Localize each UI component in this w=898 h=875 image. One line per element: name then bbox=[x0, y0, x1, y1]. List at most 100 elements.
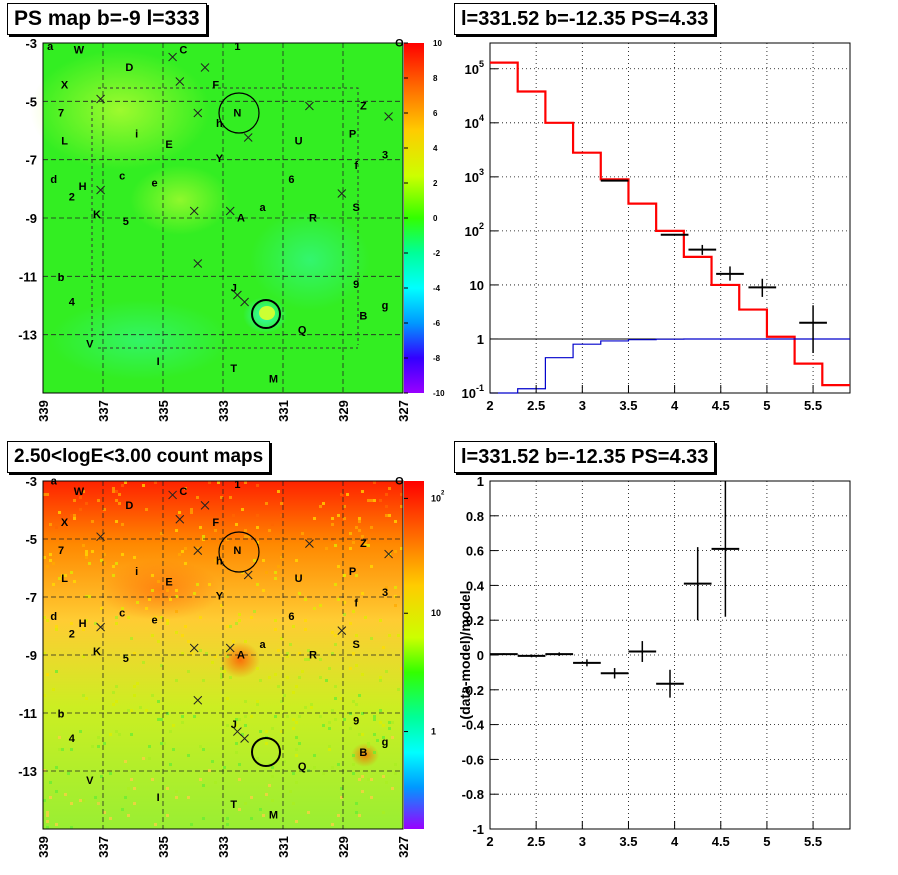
x-tick-label: 4 bbox=[671, 834, 679, 849]
map-pixel bbox=[133, 685, 136, 688]
map-pixel bbox=[208, 583, 211, 586]
map-pixel bbox=[211, 661, 214, 664]
map-pixel bbox=[373, 718, 376, 721]
map-pixel bbox=[340, 697, 343, 700]
map-pixel bbox=[244, 535, 247, 538]
source-label: b bbox=[58, 272, 65, 284]
map-pixel bbox=[208, 769, 211, 772]
source-cross bbox=[168, 52, 177, 62]
ps-histogram-line bbox=[490, 338, 850, 394]
source-label: e bbox=[152, 615, 158, 627]
map-pixel bbox=[154, 823, 157, 826]
map-pixel bbox=[61, 748, 64, 751]
map-pixel bbox=[82, 655, 85, 658]
map-pixel bbox=[121, 607, 124, 610]
map-pixel bbox=[124, 655, 127, 658]
map-pixel bbox=[382, 775, 385, 778]
map-pixel bbox=[307, 649, 310, 652]
source-label: Z bbox=[360, 538, 367, 550]
map-pixel bbox=[259, 679, 262, 682]
map-pixel bbox=[298, 652, 301, 655]
map-pixel bbox=[373, 499, 376, 502]
map-pixel bbox=[259, 730, 262, 733]
source-label: b bbox=[58, 709, 65, 721]
count-map-axes: 339 337 335 333 331 329 327-3-5-7-9-11-13 bbox=[18, 474, 411, 858]
map-pixel bbox=[103, 553, 106, 556]
map-pixel bbox=[274, 577, 277, 580]
map-pixel bbox=[295, 820, 298, 823]
map-pixel bbox=[325, 679, 328, 682]
ps-map-panel: W C 1 X D F N 7 i h Z L E U P Y 3 f d Hc e 6 2 K 5 a A R Sb J 9 4 Bg Q V I T… bbox=[18, 36, 445, 422]
map-pixel bbox=[235, 751, 238, 754]
map-pixel bbox=[337, 814, 340, 817]
map-pixel bbox=[229, 496, 232, 499]
source-label: d bbox=[50, 611, 57, 623]
map-pixel bbox=[349, 712, 352, 715]
map-pixel bbox=[238, 763, 241, 766]
map-pixel bbox=[82, 799, 85, 802]
y-tick-label: 1 bbox=[477, 332, 484, 347]
map-pixel bbox=[295, 781, 298, 784]
source-label: g bbox=[382, 300, 389, 312]
map-pixel bbox=[334, 697, 337, 700]
map-pixel bbox=[235, 523, 238, 526]
map-pixel bbox=[166, 619, 169, 622]
map-pixel bbox=[232, 514, 235, 517]
map-pixel bbox=[310, 703, 313, 706]
map-pixel bbox=[115, 520, 118, 523]
map-pixel bbox=[394, 595, 397, 598]
x-tick-label: 2.5 bbox=[527, 834, 545, 849]
map-pixel bbox=[202, 817, 205, 820]
map-pixel bbox=[199, 616, 202, 619]
map-pixel bbox=[331, 517, 334, 520]
y-tick-label: 102 bbox=[465, 221, 484, 239]
map-y-tick-label: -5 bbox=[25, 94, 37, 109]
map-pixel bbox=[145, 607, 148, 610]
map-pixel bbox=[115, 562, 118, 565]
map-pixel bbox=[379, 679, 382, 682]
map-pixel bbox=[352, 754, 355, 757]
source-label: F bbox=[212, 80, 219, 92]
map-pixel bbox=[373, 733, 376, 736]
map-pixel bbox=[394, 604, 397, 607]
map-pixel bbox=[280, 700, 283, 703]
map-pixel bbox=[304, 706, 307, 709]
source-cross bbox=[233, 727, 242, 736]
map-pixel bbox=[118, 502, 121, 505]
y-tick-label: -0.6 bbox=[462, 752, 484, 767]
map-pixel bbox=[247, 535, 250, 538]
map-pixel bbox=[166, 589, 169, 592]
source-cross bbox=[243, 570, 253, 580]
map-pixel bbox=[331, 538, 334, 541]
map-x-tick-label: 329 bbox=[336, 400, 351, 422]
map-pixel bbox=[154, 481, 157, 484]
map-pixel bbox=[307, 811, 310, 814]
map-pixel bbox=[169, 730, 172, 733]
map-pixel bbox=[58, 748, 61, 751]
map-pixel bbox=[274, 571, 277, 574]
map-pixel bbox=[139, 706, 142, 709]
map-pixel bbox=[73, 580, 76, 583]
map-pixel bbox=[277, 565, 280, 568]
map-pixel bbox=[85, 697, 88, 700]
map-pixel bbox=[169, 598, 172, 601]
source-label: a bbox=[260, 639, 267, 651]
map-pixel bbox=[199, 649, 202, 652]
map-pixel bbox=[43, 799, 46, 802]
map-pixel bbox=[382, 724, 385, 727]
map-pixel bbox=[262, 814, 265, 817]
map-pixel bbox=[349, 667, 352, 670]
colorbar-tick-label: -4 bbox=[433, 284, 441, 293]
map-pixel bbox=[175, 529, 178, 532]
source-label: 4 bbox=[69, 297, 76, 309]
source-label: B bbox=[359, 311, 367, 323]
map-pixel bbox=[304, 628, 307, 631]
map-pixel bbox=[271, 766, 274, 769]
map-pixel bbox=[394, 586, 397, 589]
map-pixel bbox=[391, 787, 394, 790]
source-label: F bbox=[212, 517, 219, 529]
map-pixel bbox=[160, 664, 163, 667]
map-pixel bbox=[337, 763, 340, 766]
map-pixel bbox=[190, 508, 193, 511]
